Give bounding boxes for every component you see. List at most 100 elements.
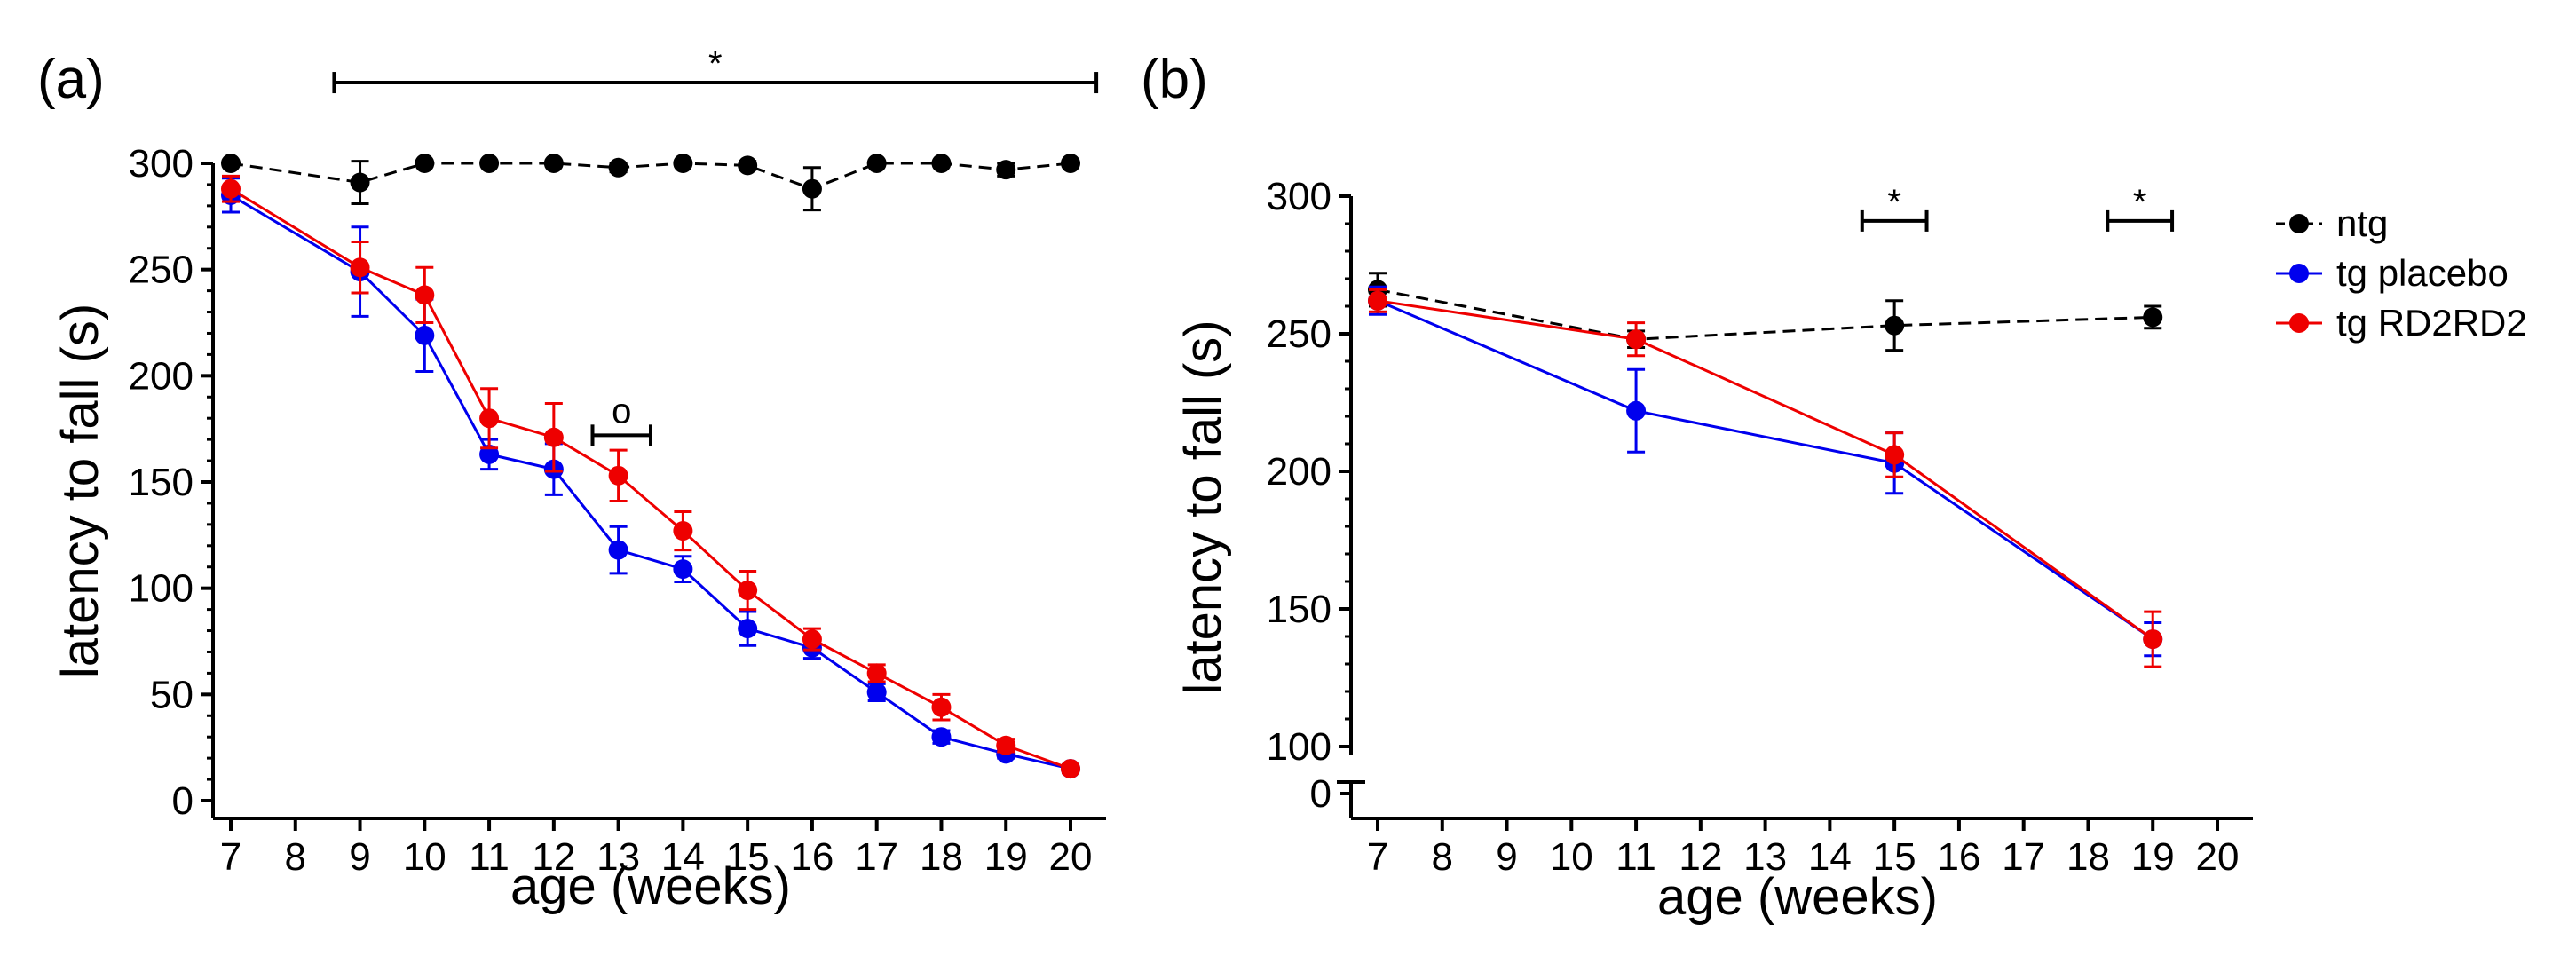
x-tick-label: 7	[1367, 835, 1388, 879]
data-point	[866, 663, 887, 683]
data-point	[738, 619, 758, 639]
panel-a: (a) 0 50 100 150 200 250 300 7 8 9 10 11 12 13 14 15 16 17…	[37, 44, 1106, 915]
x-tick-label: 18	[2066, 835, 2110, 879]
series-ntg	[1368, 272, 2163, 352]
y-tick-label: 300	[1267, 175, 1331, 218]
significance-label: o	[612, 391, 631, 431]
data-point	[673, 154, 693, 173]
legend-label: tg RD2RD2	[2336, 302, 2527, 344]
x-tick-label: 14	[1808, 835, 1852, 879]
x-tick-label: 20	[1049, 835, 1093, 879]
x-tick-label: 8	[285, 835, 306, 879]
significance-label: *	[708, 44, 723, 83]
x-tick-label: 11	[469, 835, 510, 879]
data-point	[1368, 290, 1387, 311]
series-line	[230, 194, 1071, 770]
series-ntg	[221, 154, 1080, 212]
x-tick-label: 16	[790, 835, 834, 879]
data-point	[1061, 154, 1080, 173]
data-point	[350, 172, 370, 193]
x-tick-label: 15	[726, 835, 770, 879]
data-point	[1885, 315, 1905, 336]
data-point	[1626, 400, 1647, 421]
x-tick-label: 12	[532, 835, 575, 879]
y-tick-label: 100	[1267, 725, 1331, 769]
data-point	[608, 157, 628, 178]
x-tick-label: 16	[1937, 835, 1980, 879]
data-point	[738, 155, 758, 176]
y-tick-label: 300	[129, 142, 194, 186]
data-point	[866, 154, 887, 173]
legend-marker	[2289, 313, 2309, 333]
series-tg-placebo	[221, 177, 1080, 779]
legend-label: tg placebo	[2336, 252, 2509, 294]
series-line	[1377, 299, 2154, 641]
x-tick-label: 12	[1679, 835, 1722, 879]
y-tick-label: 250	[1267, 312, 1331, 356]
x-tick-label: 11	[1616, 835, 1656, 879]
data-point	[931, 697, 952, 717]
x-tick-label: 18	[920, 835, 963, 879]
data-point	[996, 160, 1016, 180]
data-point	[350, 257, 370, 278]
y-tick-label: 200	[129, 354, 194, 398]
x-tick-label: 17	[2002, 835, 2045, 879]
data-point	[543, 154, 564, 173]
data-point	[221, 178, 241, 199]
y-tick-label: 250	[129, 249, 194, 292]
data-point	[1061, 759, 1080, 779]
x-tick-label: 7	[220, 835, 241, 879]
data-point	[866, 682, 887, 702]
data-point	[415, 285, 435, 305]
data-point	[2143, 629, 2163, 650]
x-tick-label: 8	[1432, 835, 1453, 879]
x-tick-label: 10	[403, 835, 446, 879]
data-point	[673, 521, 693, 541]
data-point	[479, 408, 500, 429]
x-tick-label: 9	[1496, 835, 1517, 879]
legend-marker	[2289, 264, 2309, 283]
y-tick-label: 150	[1267, 588, 1331, 631]
x-tick-label: 13	[597, 835, 640, 879]
data-point	[802, 629, 822, 650]
series-line	[1377, 288, 2153, 341]
significance-label: *	[1887, 183, 1901, 222]
data-point	[221, 154, 241, 173]
y-tick-label: 50	[150, 673, 194, 716]
data-point	[415, 154, 435, 173]
y-tick-label: 0	[172, 779, 194, 823]
series-line	[1377, 299, 2154, 641]
significance-label: *	[2133, 183, 2147, 222]
x-tick-label: 17	[855, 835, 898, 879]
data-point	[931, 727, 952, 747]
series-tg-placebo	[1368, 285, 2163, 658]
legend: ntg tg placebo tg RD2RD2	[2276, 202, 2527, 344]
y-tick-label: 200	[1267, 450, 1331, 494]
data-point	[608, 465, 628, 486]
data-point	[1885, 445, 1905, 465]
data-point	[415, 325, 435, 345]
y-tick-label: 0	[1310, 772, 1331, 816]
legend-label: ntg	[2336, 202, 2388, 244]
x-axis-title: age (weeks)	[1657, 868, 1938, 926]
y-axis-title: latency to fall (s)	[51, 304, 109, 678]
x-tick-label: 9	[349, 835, 370, 879]
data-point	[802, 178, 822, 199]
x-tick-label: 13	[1743, 835, 1787, 879]
y-tick-label: 100	[129, 567, 194, 611]
panel-label: (b)	[1141, 49, 1208, 110]
data-point	[738, 581, 758, 601]
x-tick-label: 20	[2196, 835, 2240, 879]
data-point	[479, 154, 500, 173]
series-tg-rd2rd2	[1368, 288, 2163, 668]
data-point	[673, 559, 693, 580]
y-axis-title: latency to fall (s)	[1174, 320, 1232, 694]
x-tick-label: 19	[2131, 835, 2175, 879]
x-tick-label: 10	[1550, 835, 1593, 879]
panel-label: (a)	[37, 49, 105, 110]
series-tg-rd2rd2	[221, 174, 1080, 779]
data-point	[2143, 307, 2163, 328]
y-tick-label: 150	[129, 461, 194, 504]
